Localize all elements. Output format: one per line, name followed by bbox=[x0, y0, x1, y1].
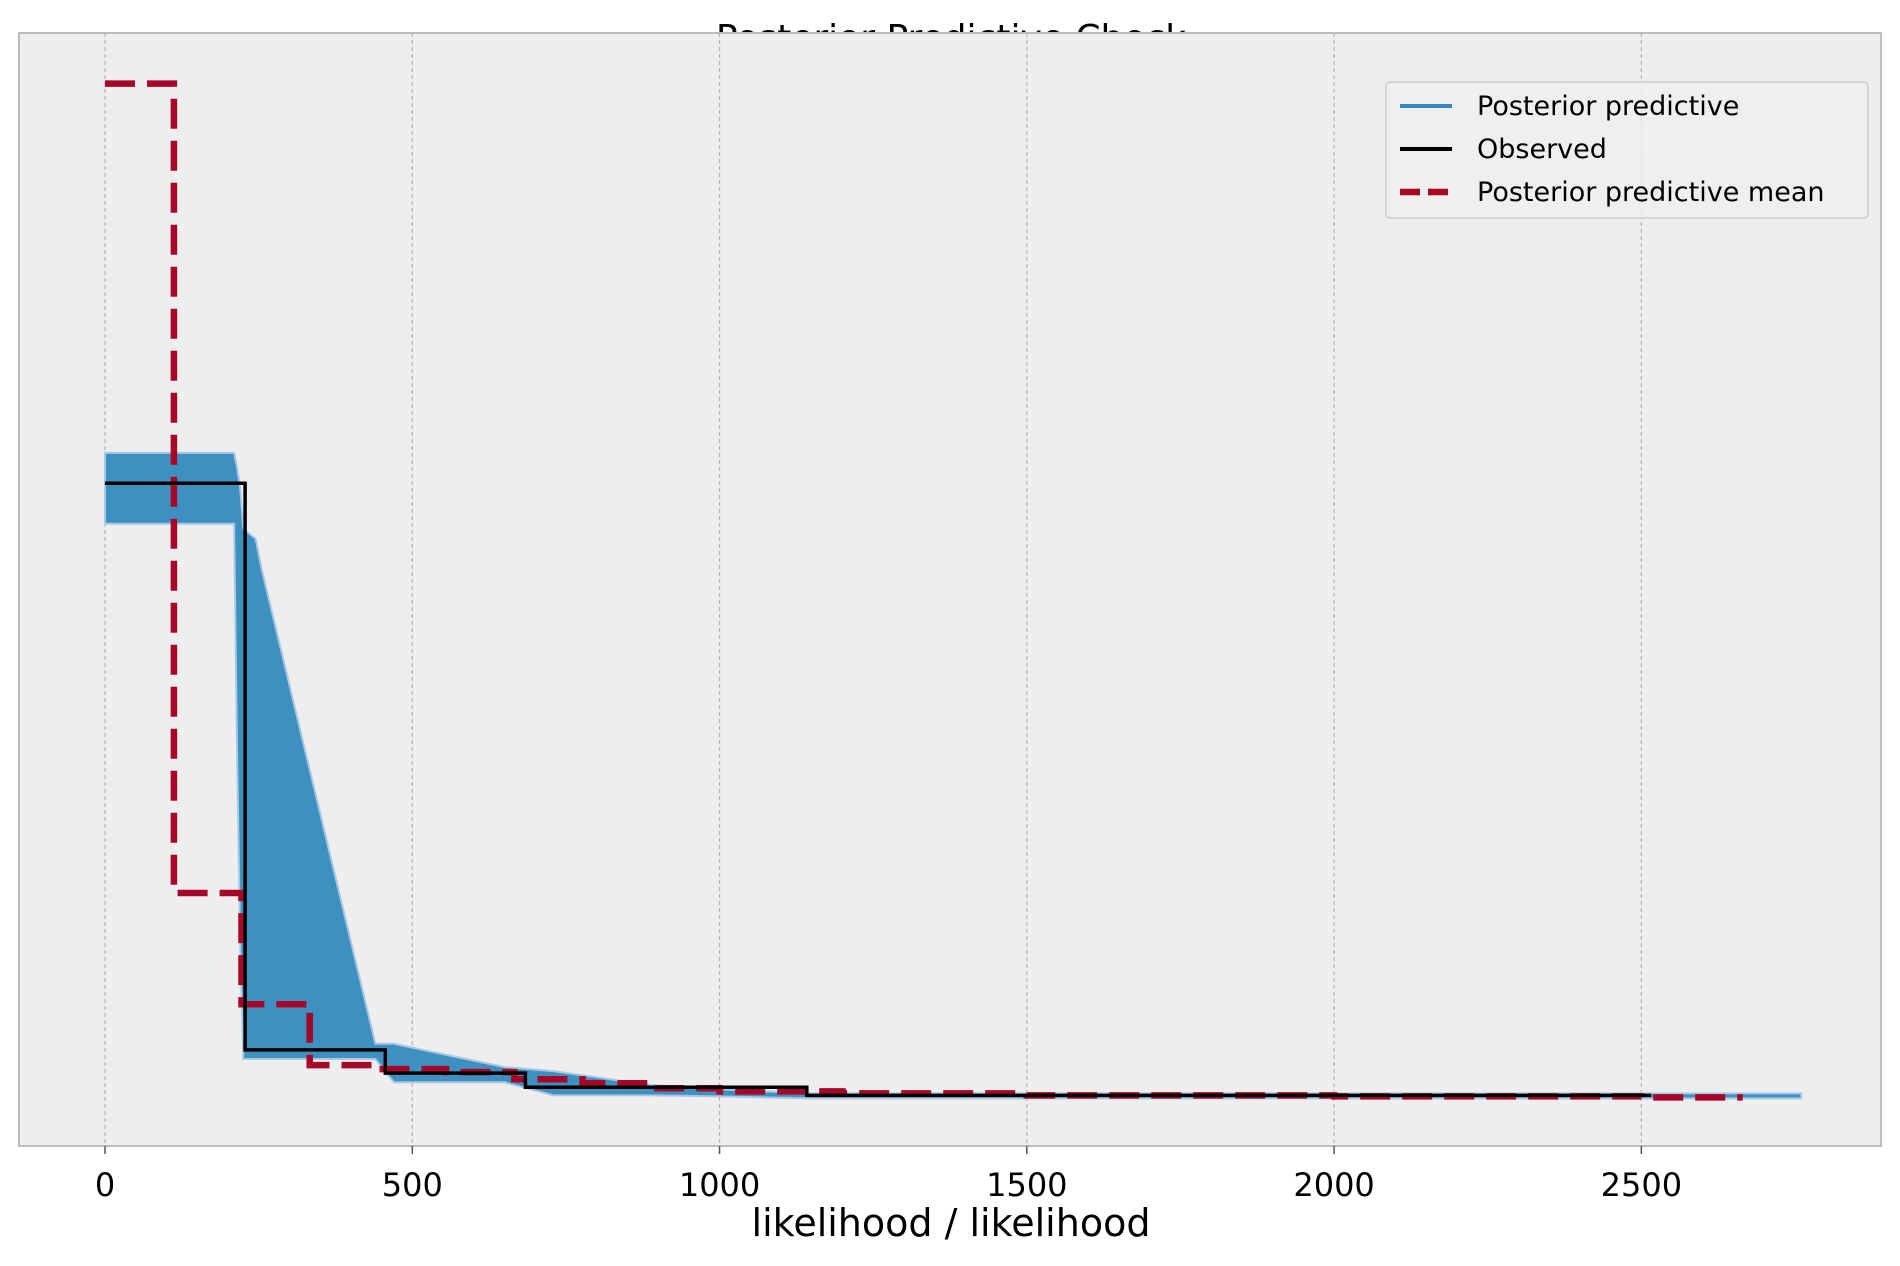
legend-label: Posterior predictive mean bbox=[1477, 177, 1824, 208]
observed-line bbox=[105, 481, 1652, 1098]
observed-series bbox=[105, 481, 1652, 1098]
x-tick-label: 2500 bbox=[1601, 1166, 1682, 1204]
posterior-predictive-band bbox=[104, 451, 1803, 1100]
posterior-predictive-band-area bbox=[104, 451, 1803, 1100]
legend-label: Observed bbox=[1477, 134, 1607, 165]
x-tick-label: 2000 bbox=[1293, 1166, 1374, 1204]
x-tick-label: 500 bbox=[382, 1166, 443, 1204]
x-axis-ticks: 0 500 1000 1500 2000 2500 bbox=[95, 1146, 1682, 1204]
x-tick-label: 1500 bbox=[986, 1166, 1067, 1204]
x-tick-label: 0 bbox=[95, 1166, 115, 1204]
plot-frame bbox=[18, 32, 1882, 1147]
x-axis-label: likelihood / likelihood bbox=[752, 1201, 1151, 1245]
legend-label: Posterior predictive bbox=[1477, 91, 1739, 122]
legend-box bbox=[1385, 81, 1869, 219]
legend: Posterior predictive Observed Posterior pr… bbox=[1385, 81, 1869, 219]
x-tick-label: 1000 bbox=[679, 1166, 760, 1204]
